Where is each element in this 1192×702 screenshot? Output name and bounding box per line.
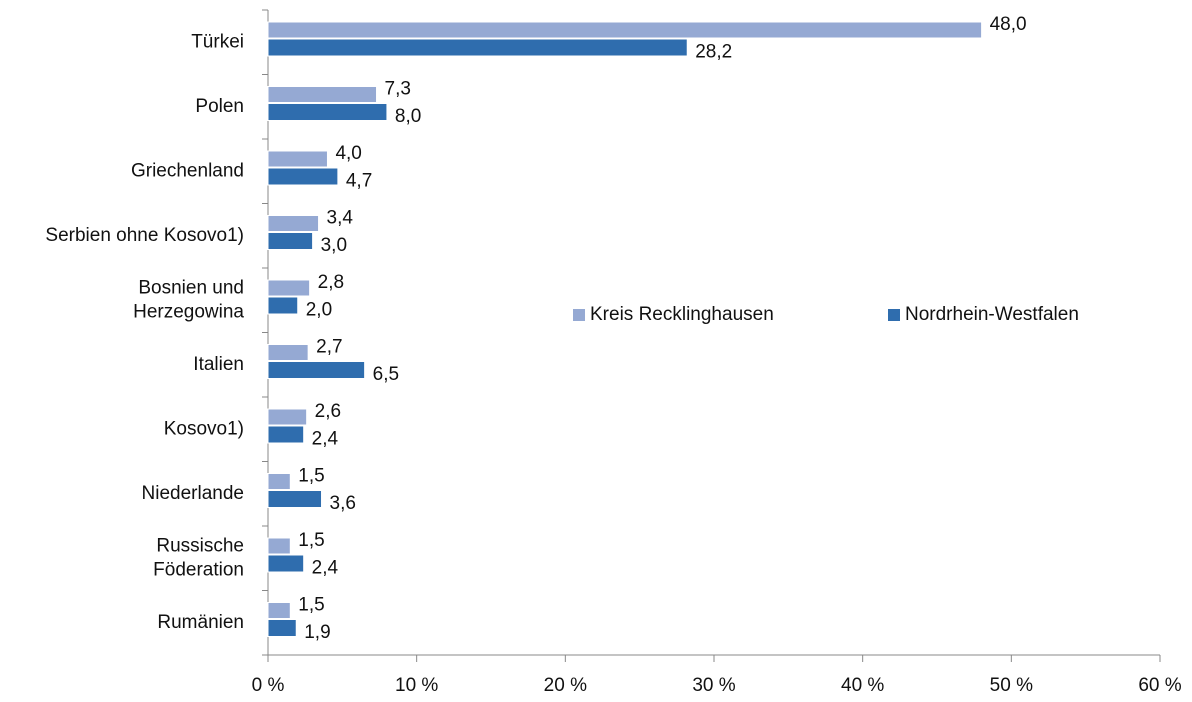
- bar: [267, 425, 305, 444]
- x-tick-label: 0 %: [252, 675, 285, 696]
- bar: [267, 537, 291, 555]
- bar: [267, 296, 299, 315]
- y-tick-label: Russische Föderation: [153, 535, 244, 580]
- bar: [267, 554, 305, 573]
- y-tick-label: Griechenland: [131, 160, 244, 181]
- value-label: 1,5: [298, 530, 324, 551]
- bar: [267, 103, 388, 121]
- value-label: 1,9: [304, 622, 330, 643]
- y-tick-label: Polen: [195, 96, 244, 117]
- x-tick-label: 40 %: [841, 675, 884, 696]
- x-tick-label: 50 %: [990, 675, 1033, 696]
- value-label: 4,7: [346, 171, 372, 192]
- value-label: 3,6: [330, 493, 356, 514]
- value-label: 2,6: [315, 401, 341, 422]
- legend-swatch: [573, 309, 585, 321]
- value-label: 4,0: [335, 143, 361, 164]
- y-tick-label: Bosnien und Herzegowina: [133, 277, 244, 322]
- value-label: 2,0: [306, 300, 332, 321]
- value-label: 6,5: [373, 364, 399, 385]
- bar: [267, 150, 328, 168]
- legend-label: Nordrhein-Westfalen: [905, 304, 1079, 325]
- value-label: 1,5: [298, 466, 324, 487]
- legend-label: Kreis Recklinghausen: [590, 304, 774, 325]
- value-label: 2,4: [312, 429, 339, 450]
- x-tick-label: 20 %: [544, 675, 587, 696]
- bar: [267, 473, 291, 490]
- bar: [267, 361, 366, 379]
- x-tick-label: 30 %: [692, 675, 735, 696]
- value-label: 2,4: [312, 558, 339, 579]
- bar: [267, 344, 309, 361]
- y-tick-label: Türkei: [191, 31, 244, 52]
- x-tick-label: 60 %: [1138, 675, 1181, 696]
- bar: [267, 279, 311, 297]
- bar: [267, 490, 323, 508]
- value-label: 3,0: [321, 235, 347, 256]
- value-label: 48,0: [990, 14, 1027, 35]
- value-label: 2,7: [316, 337, 342, 358]
- bar: [267, 86, 378, 103]
- value-label: 7,3: [385, 79, 411, 100]
- bar: [267, 408, 308, 426]
- value-label: 8,0: [395, 106, 421, 127]
- x-tick-label: 10 %: [395, 675, 438, 696]
- bar: [267, 232, 314, 250]
- bar: [267, 38, 688, 57]
- bar: [267, 21, 983, 39]
- y-tick-label: Niederlande: [142, 483, 244, 504]
- value-label: 28,2: [695, 42, 732, 63]
- value-label: 1,5: [298, 595, 324, 616]
- y-tick-label: Kosovo1): [164, 418, 244, 439]
- y-tick-label: Italien: [193, 354, 244, 375]
- y-tick-label: Rumänien: [157, 612, 244, 633]
- bar: [267, 619, 297, 637]
- legend-swatch: [888, 309, 900, 321]
- y-tick-label: Serbien ohne Kosovo1): [45, 225, 244, 246]
- value-label: 2,8: [318, 272, 344, 293]
- bar: [267, 215, 320, 232]
- bar: [267, 167, 339, 186]
- value-label: 3,4: [327, 208, 354, 229]
- bar: [267, 602, 291, 619]
